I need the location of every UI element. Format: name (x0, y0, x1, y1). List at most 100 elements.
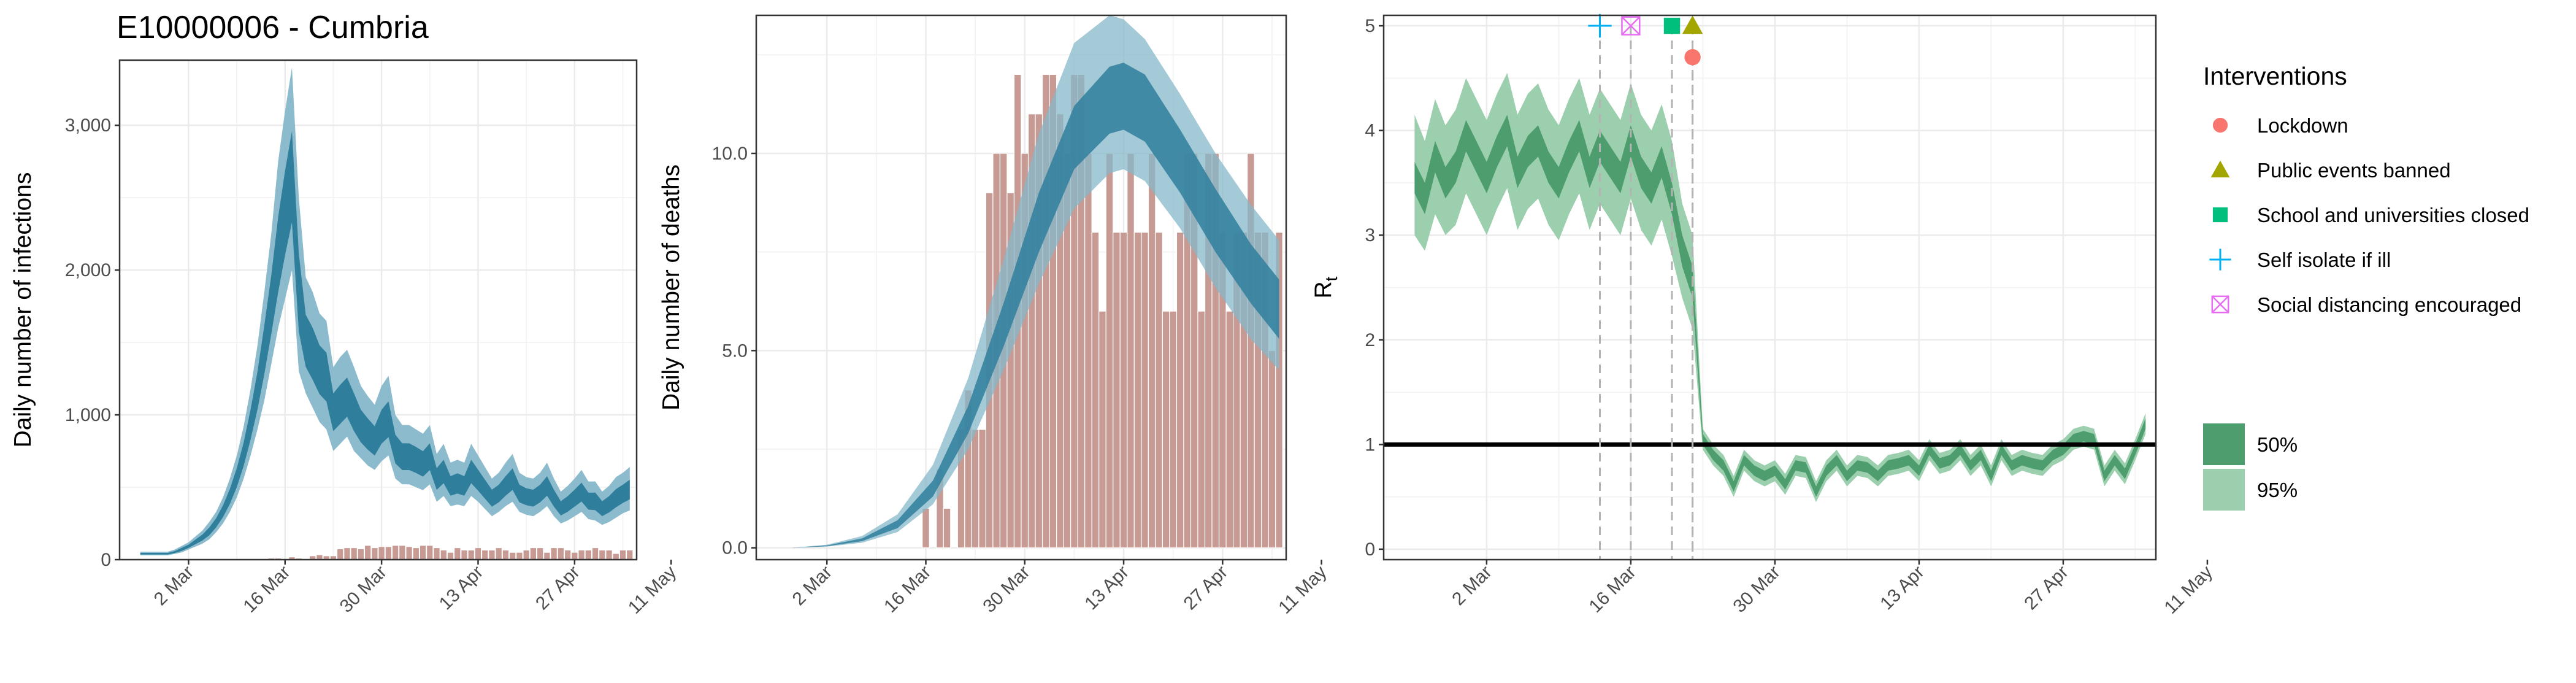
death-bar (1133, 231, 1142, 549)
death-bar (454, 548, 461, 560)
death-bar (564, 550, 571, 560)
death-bar (310, 556, 316, 560)
legend-label: Self isolate if ill (2257, 249, 2391, 271)
legend-key-boxx (2211, 295, 2229, 314)
death-bar (592, 548, 599, 560)
y-tick-label: 0.0 (722, 538, 748, 558)
intervention-marker (1621, 16, 1641, 36)
x-tick-label: 30 Mar (336, 562, 391, 617)
intervention-marker (1682, 15, 1703, 34)
plot-area (756, 15, 1283, 549)
death-bar (420, 546, 426, 560)
intervention-marker (1588, 14, 1612, 38)
intervention-marker-d2 (1621, 16, 1641, 36)
death-bar (289, 557, 295, 560)
death-bar (358, 549, 364, 560)
panel-border (755, 14, 1287, 561)
x-tick-label: 27 Apr (2020, 562, 2072, 614)
death-bar (427, 546, 433, 560)
x-tick-label: 2 Mar (1448, 562, 1496, 610)
death-bar (585, 550, 591, 560)
death-bar (323, 556, 329, 560)
legend-items: Lockdown Public events banned School and u… (2209, 114, 2529, 316)
death-bar (572, 552, 578, 560)
death-bar (330, 556, 337, 560)
death-bar (922, 507, 930, 549)
y-axis-label: Daily number of deaths (658, 164, 684, 411)
death-bar (599, 550, 605, 560)
death-bar (1148, 153, 1156, 549)
x-tick-label: 11 May (2161, 562, 2217, 618)
death-bar (510, 552, 516, 560)
x-tick-label: 11 May (1275, 562, 1330, 618)
death-bar (1098, 311, 1106, 549)
death-bar (1155, 231, 1163, 549)
death-bar (1225, 311, 1234, 549)
death-bar (475, 548, 481, 560)
death-bar (558, 548, 564, 560)
x-tick-label: 11 May (624, 562, 680, 618)
legend-key-triangle (2210, 160, 2230, 178)
legend-ci-label: 95% (2257, 479, 2298, 501)
x-tick-label: 13 Apr (1876, 562, 1928, 614)
legend-key-plus (2209, 249, 2231, 271)
death-bar (489, 550, 495, 560)
death-bar (440, 550, 447, 560)
legend-ci-label: 50% (2257, 433, 2298, 456)
death-bar (496, 548, 502, 560)
legend: Interventions Lockdown Public events bann… (2203, 62, 2529, 511)
legend-ci-swatch (2203, 423, 2245, 465)
death-bar (316, 555, 323, 560)
y-tick-label: 2 (1365, 330, 1375, 350)
y-tick-label: 3,000 (65, 115, 111, 136)
y-tick-label: 3 (1365, 225, 1375, 245)
death-bar (1127, 153, 1135, 549)
panel-infections: 0 1,000 2,000 3,000 2 Mar 16 Mar 30 Mar 13 Apr 2… (10, 59, 680, 618)
panel-border (1382, 14, 2157, 561)
death-bar (613, 554, 619, 560)
x-tick-label: 2 Mar (789, 562, 837, 610)
death-bar (971, 429, 979, 549)
y-tick-label: 0 (1365, 539, 1375, 560)
death-bar (461, 550, 467, 560)
intervention-marker (1663, 17, 1681, 34)
death-bar (365, 546, 371, 560)
legend-label: Public events banned (2257, 159, 2451, 182)
death-bar (1275, 231, 1283, 549)
death-bar (551, 548, 557, 560)
legend-label: Social distancing encouraged (2257, 293, 2521, 316)
y-tick-label: 4 (1365, 121, 1375, 141)
x-tick-label: 2 Mar (150, 562, 198, 610)
y-tick-label: 2,000 (65, 260, 111, 280)
x-tick-label: 16 Mar (880, 562, 935, 617)
x-tick-label: 16 Mar (1585, 562, 1639, 617)
y-axis-label: Daily number of infections (10, 172, 36, 448)
death-bar (1162, 311, 1170, 549)
death-bar (544, 552, 550, 560)
x-tick-label: 27 Apr (1180, 562, 1232, 614)
legend-ci-swatch (2203, 469, 2245, 511)
death-bar (344, 548, 350, 560)
rt-95-band (1414, 72, 2146, 503)
death-bar (619, 550, 626, 560)
death-bar (1197, 311, 1206, 549)
death-bar (385, 547, 391, 560)
death-bar (1176, 231, 1184, 549)
death-bar (606, 550, 612, 560)
death-bar (447, 552, 454, 560)
intervention-marker-box (1621, 16, 1641, 36)
legend-label: Lockdown (2257, 114, 2348, 137)
deaths-50-band (756, 63, 1279, 548)
death-bar (406, 547, 412, 560)
y-tick-label: 5 (1365, 16, 1375, 36)
death-bar (337, 549, 343, 560)
y-tick-label: 0 (101, 550, 111, 570)
plot-area (1384, 26, 2156, 560)
death-bar (378, 547, 385, 560)
death-bar (1169, 311, 1178, 549)
y-tick-label: 1,000 (65, 405, 111, 425)
legend-title: Interventions (2203, 62, 2347, 90)
panel-deaths: 0.0 5.0 10.0 2 Mar 16 Mar 30 Mar 13 Apr 27 Apr 1… (658, 14, 1331, 618)
death-bar (434, 548, 440, 560)
